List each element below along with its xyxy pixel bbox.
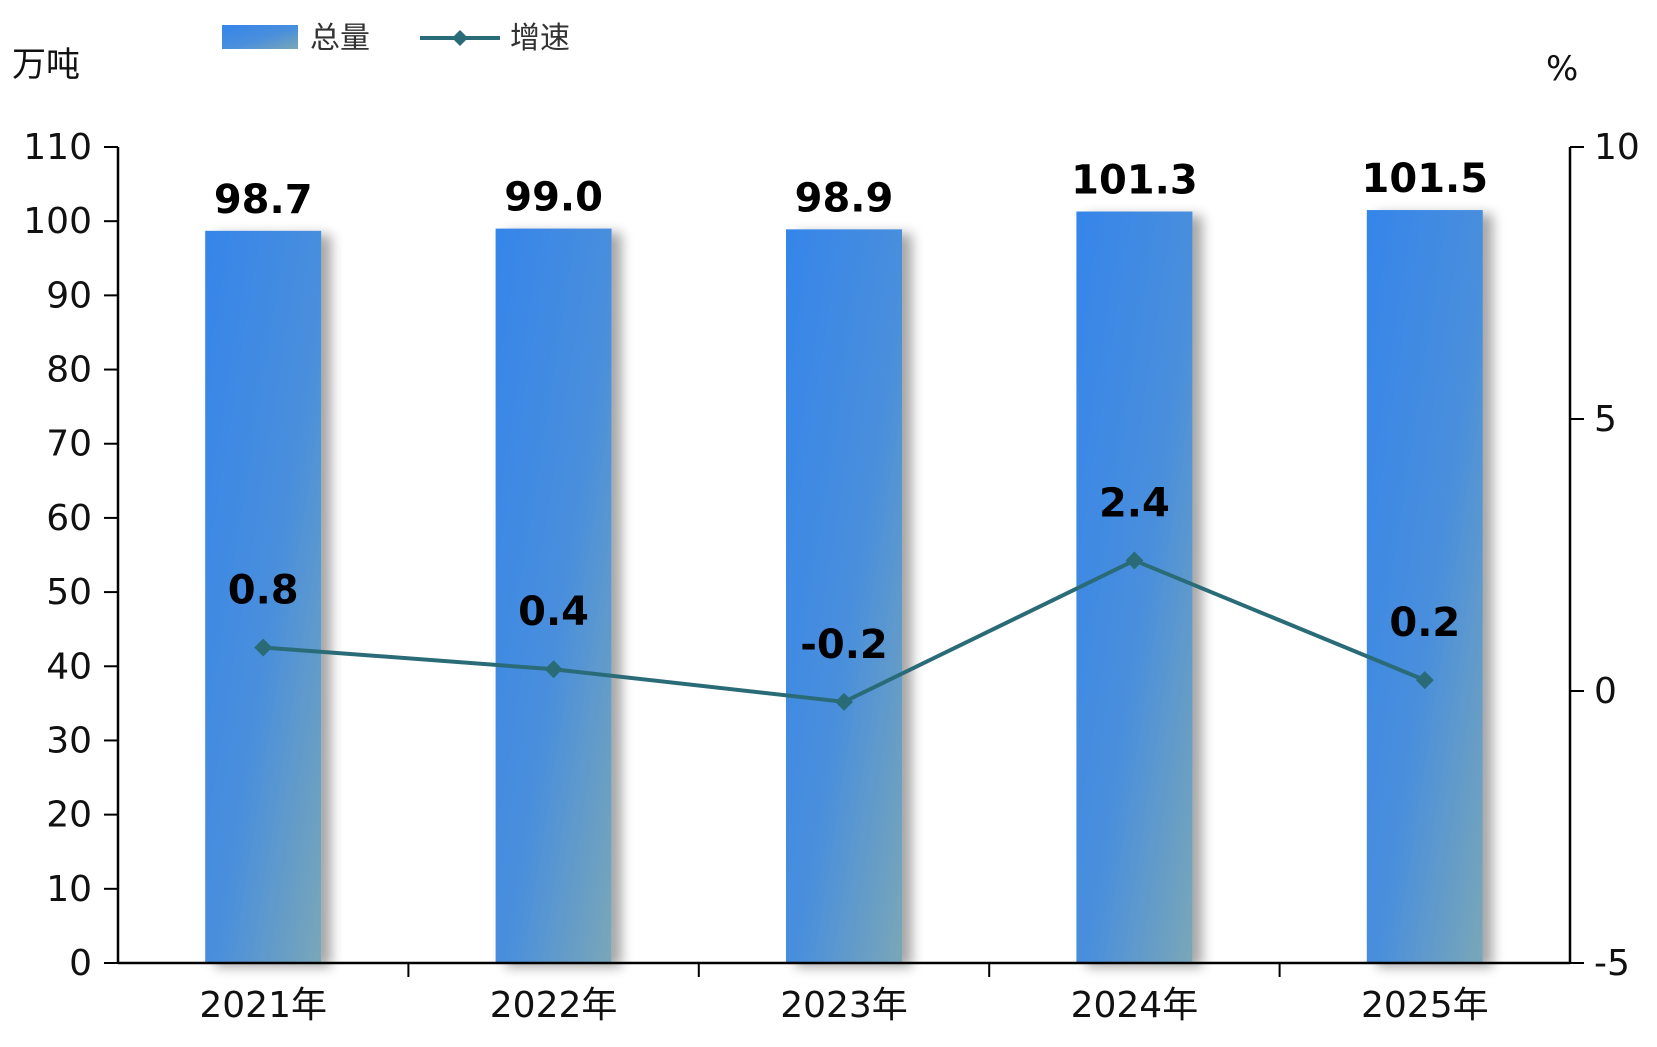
y-left-tick-label-4: 40	[46, 646, 92, 687]
y-axis-right-unit: %	[1546, 49, 1578, 89]
bar-value-label-1: 99.0	[504, 175, 603, 221]
y-right-tick-label-2: 5	[1594, 399, 1617, 440]
bar-series	[205, 210, 1483, 964]
y-left-tick-label-6: 60	[46, 498, 92, 539]
y-left-tick-label-7: 70	[46, 424, 92, 465]
legend-marker-line	[452, 30, 468, 46]
line-series	[254, 551, 1434, 711]
growth-value-label-4: 0.2	[1389, 600, 1460, 646]
bar-value-label-2: 98.9	[795, 175, 894, 221]
y-left-tick-label-3: 30	[46, 720, 92, 761]
bar-3	[1076, 211, 1193, 963]
bar-2	[786, 229, 902, 964]
y-left-tick-label-1: 10	[46, 869, 92, 910]
y-axis-left-unit: 万吨	[12, 45, 80, 85]
x-tick-label-2: 2023年	[780, 985, 908, 1026]
growth-value-label-0: 0.8	[228, 567, 299, 613]
growth-point-4	[1415, 671, 1434, 690]
legend-label-line: 增速	[510, 21, 570, 56]
growth-point-1	[544, 660, 563, 679]
growth-point-0	[254, 638, 273, 657]
y-right-tick-label-0: -5	[1594, 943, 1630, 984]
growth-value-label-2: -0.2	[800, 622, 887, 668]
x-tick-label-0: 2021年	[199, 985, 327, 1026]
y-right-tick-label-1: 0	[1594, 671, 1617, 712]
bar-4	[1366, 210, 1483, 963]
bar-value-label-3: 101.3	[1071, 158, 1198, 204]
bar-0	[205, 230, 322, 964]
y-left-tick-label-5: 50	[46, 572, 92, 613]
x-tick-label-3: 2024年	[1071, 985, 1199, 1026]
growth-value-label-3: 2.4	[1099, 480, 1170, 526]
y-left-tick-label-10: 100	[23, 201, 92, 242]
x-tick-label-4: 2025年	[1361, 985, 1489, 1026]
legend-swatch-bar	[222, 25, 298, 49]
axes: 0 10 20 30 40 50 60 70 80 90 100 110 -5 0 5 10 2021年 2022…	[23, 127, 1640, 1026]
bar-value-label-0: 98.7	[214, 177, 313, 223]
growth-point-3	[1125, 551, 1144, 570]
bar-value-label-4: 101.5	[1362, 156, 1489, 202]
legend: 总量 增速	[222, 21, 570, 56]
y-left-tick-label-11: 110	[23, 127, 92, 168]
growth-value-label-1: 0.4	[518, 589, 589, 635]
legend-label-bar: 总量	[310, 21, 370, 56]
data-labels: 98.7 99.0 98.9 101.3 101.5 0.8 0.4 -0.2 2.4 0.2	[214, 156, 1488, 668]
x-tick-label-1: 2022年	[490, 985, 618, 1026]
y-right-tick-label-3: 10	[1594, 127, 1640, 168]
y-left-tick-label-9: 90	[46, 275, 92, 316]
growth-point-2	[835, 692, 853, 711]
y-left-tick-label-2: 20	[46, 795, 92, 836]
y-left-tick-label-0: 0	[69, 943, 92, 984]
bar-1	[495, 228, 612, 964]
y-left-tick-label-8: 80	[46, 350, 92, 391]
